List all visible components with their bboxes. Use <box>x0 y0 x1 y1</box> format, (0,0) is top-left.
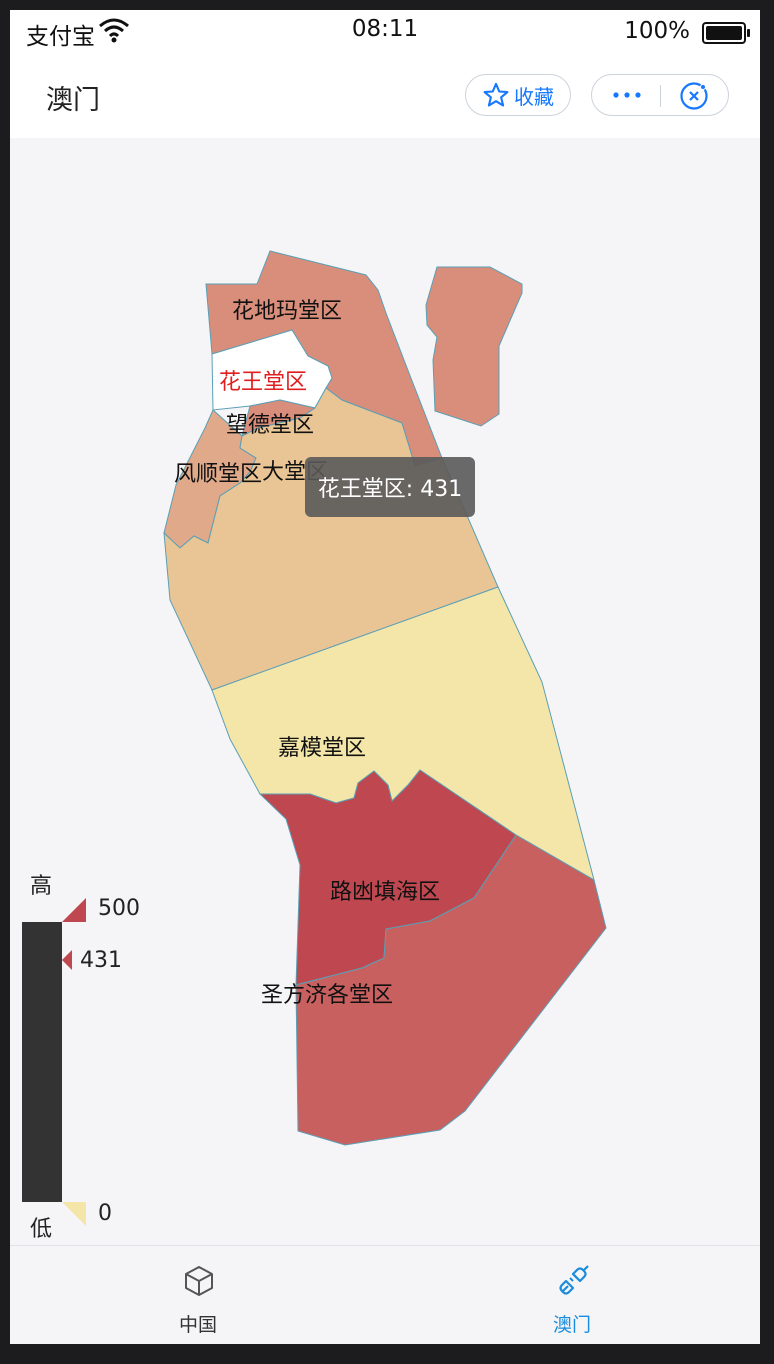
carrier-label: 支付宝 <box>26 24 95 50</box>
legend-bar[interactable] <box>22 922 62 1202</box>
map-area: 花地玛堂区 花王堂区 望德堂区 风顺堂区 大堂区 嘉模堂区 路凼填海区 圣方济各… <box>10 138 760 1245</box>
map-tooltip: 花王堂区: 431 <box>305 457 475 517</box>
wifi-icon <box>99 18 129 43</box>
favorite-button[interactable]: 收藏 <box>465 74 571 116</box>
star-icon <box>483 82 509 107</box>
legend-min-marker <box>62 1202 86 1226</box>
label-huadima: 花地玛堂区 <box>232 299 342 324</box>
more-icon <box>613 92 641 98</box>
capsule-divider <box>660 85 661 107</box>
tab-bar: 中国 澳门 <box>10 1245 760 1344</box>
tab-china[interactable]: 中国 <box>98 1246 298 1344</box>
label-ludang: 路凼填海区 <box>330 880 440 905</box>
clock: 08:11 <box>351 16 419 42</box>
legend-current-value: 431 <box>80 948 122 973</box>
label-huawang: 花王堂区 <box>219 370 307 395</box>
close-button[interactable] <box>678 80 710 112</box>
battery-icon <box>702 22 750 44</box>
legend-markers <box>62 898 86 1226</box>
region-shengfang[interactable] <box>295 834 607 1146</box>
favorite-label: 收藏 <box>514 84 554 109</box>
app-screen: 支付宝 08:11 100% 澳门 收藏 <box>10 10 760 1344</box>
legend-current-marker <box>62 950 72 970</box>
label-shengfang: 圣方济各堂区 <box>261 983 393 1008</box>
legend-min-value: 0 <box>98 1201 112 1226</box>
legend-max-marker <box>62 898 86 922</box>
legend-low-label: 低 <box>30 1217 53 1242</box>
label-jiamo: 嘉模堂区 <box>278 736 366 761</box>
battery-percent: 100% <box>624 18 690 44</box>
label-fengshun: 风顺堂区 <box>174 462 262 487</box>
tab-macau-label: 澳门 <box>552 1314 591 1336</box>
region-islet[interactable] <box>425 266 523 427</box>
tab-china-label: 中国 <box>178 1314 217 1336</box>
label-wangde: 望德堂区 <box>226 413 314 438</box>
macau-map: 花地玛堂区 花王堂区 望德堂区 风顺堂区 大堂区 嘉模堂区 路凼填海区 圣方济各… <box>62 250 607 1226</box>
legend-max-value: 500 <box>98 896 140 921</box>
cube-icon <box>185 1266 213 1296</box>
tab-macau[interactable]: 澳门 <box>472 1246 672 1344</box>
nav-bar: 澳门 收藏 <box>10 54 760 138</box>
capsule-menu <box>591 74 729 116</box>
status-bar: 支付宝 08:11 100% <box>10 10 760 54</box>
legend-high-label: 高 <box>30 874 53 899</box>
more-button[interactable] <box>606 79 648 111</box>
page-title: 澳门 <box>46 85 100 116</box>
plug-icon <box>559 1265 589 1295</box>
